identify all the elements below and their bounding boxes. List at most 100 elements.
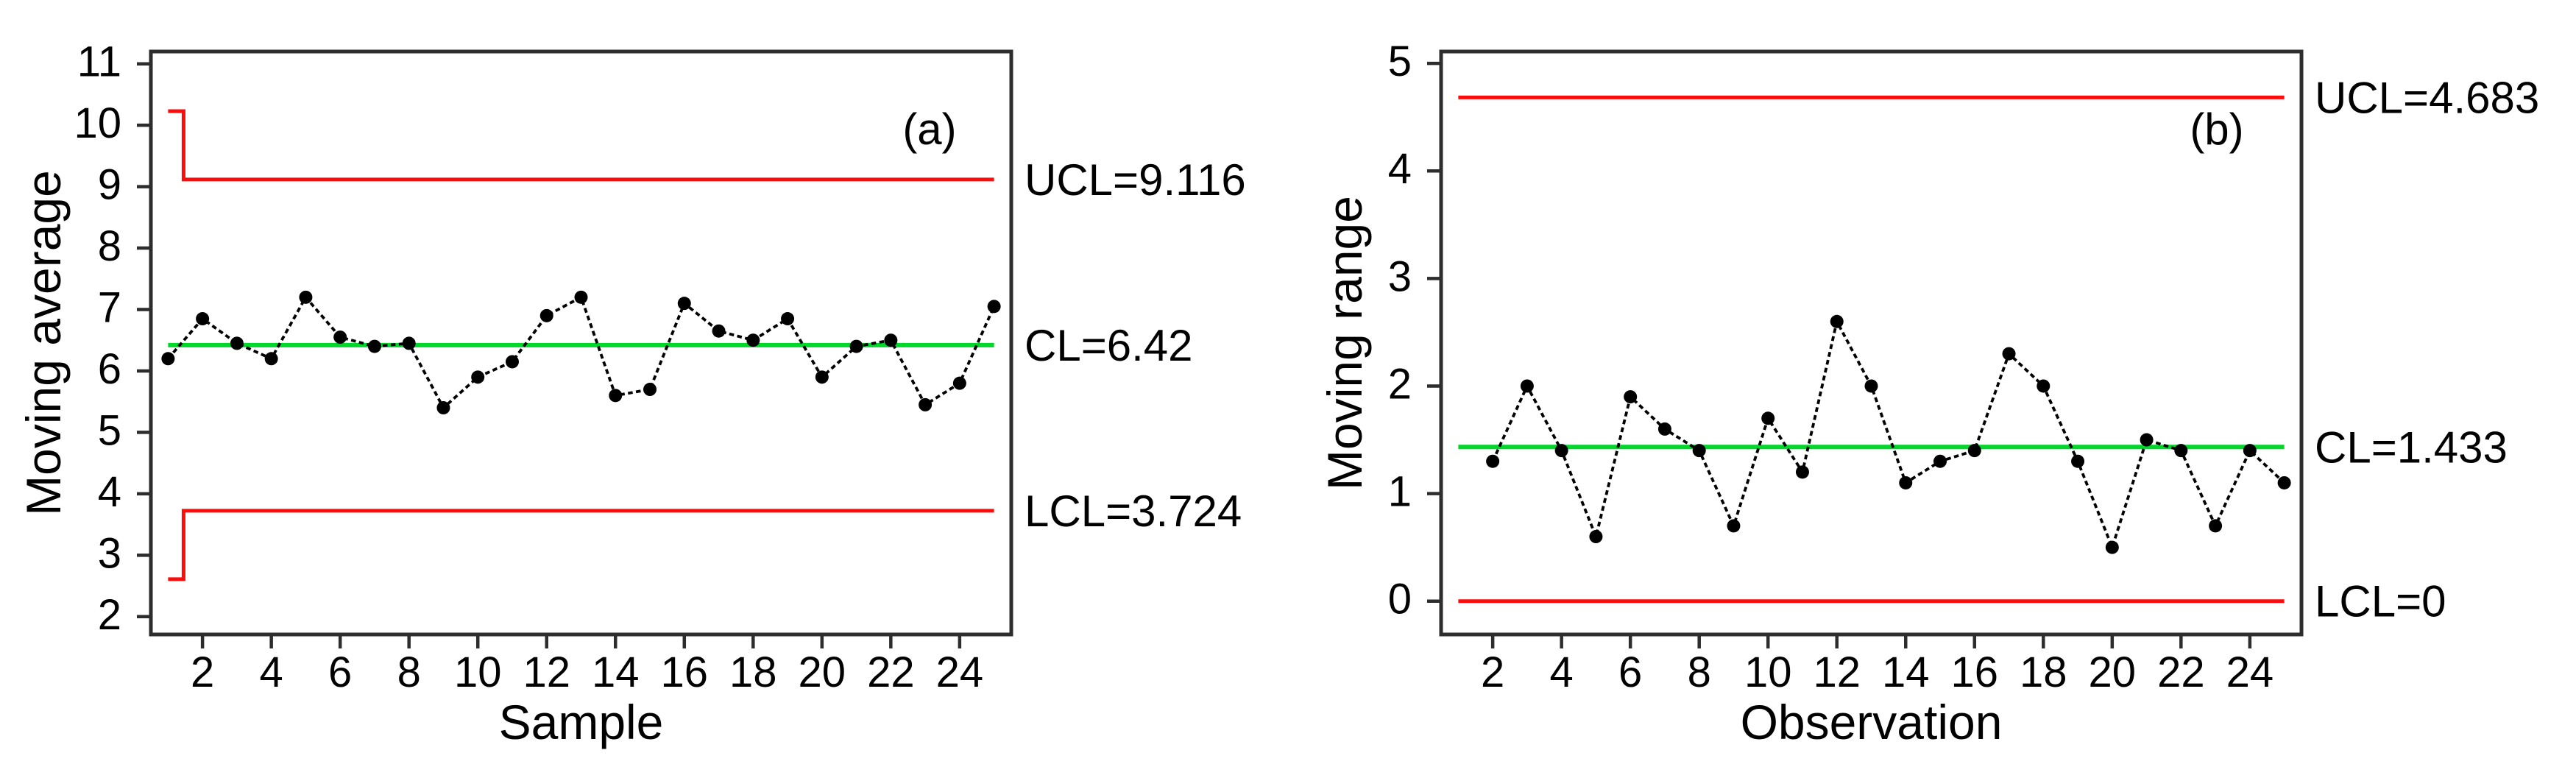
x-tick-label: 8 [1688, 648, 1711, 696]
data-point [781, 312, 795, 326]
cl-label: CL=1.433 [2315, 422, 2508, 472]
y-tick-label: 7 [98, 284, 121, 332]
data-point [367, 339, 381, 353]
data-point [987, 300, 1001, 314]
data-point [1589, 530, 1603, 544]
x-tick-label: 12 [523, 648, 570, 696]
lcl-line [168, 509, 994, 581]
y-axis-title: Moving average [16, 170, 71, 516]
x-tick-label: 22 [867, 648, 915, 696]
y-tick-label: 4 [98, 468, 121, 516]
data-point [196, 312, 210, 326]
data-point [643, 383, 657, 397]
y-tick-label: 4 [1388, 145, 1412, 193]
y-tick-label: 2 [1388, 360, 1412, 408]
data-point [884, 333, 898, 347]
x-tick-label: 16 [1951, 648, 1999, 696]
x-tick-label: 20 [2089, 648, 2137, 696]
data-series-line [1491, 317, 2285, 552]
data-point [333, 330, 347, 344]
ucl-line [168, 109, 994, 182]
data-series-line [166, 294, 996, 411]
data-point [402, 336, 416, 350]
y-tick-label: 1 [1388, 468, 1412, 516]
x-axis-title: Observation [1741, 695, 2003, 749]
x-tick-label: 16 [661, 648, 709, 696]
data-point [230, 336, 244, 350]
y-tick-label: 11 [77, 38, 121, 86]
y-axis-title: Moving range [1317, 196, 1372, 490]
x-tick-label: 14 [1882, 648, 1930, 696]
data-point [299, 290, 313, 304]
y-tick-label: 8 [98, 222, 121, 270]
chart-panel-b: 2 4 6 8 10 12 14 16 18 20 22 24012345ObservationMov… [1317, 38, 2539, 749]
y-tick-label: 2 [98, 591, 121, 639]
data-point [161, 352, 175, 366]
data-point [2105, 540, 2119, 554]
x-tick-label: 2 [191, 648, 214, 696]
data-point [2037, 379, 2050, 393]
data-point [2140, 433, 2154, 447]
data-point [505, 355, 519, 369]
cl-label: CL=6.42 [1025, 321, 1193, 370]
data-point [1864, 379, 1878, 393]
y-tick-label: 5 [98, 406, 121, 454]
data-point [746, 333, 760, 347]
data-point [1486, 454, 1500, 468]
data-point [574, 290, 588, 304]
lcl-label: LCL=0 [2315, 577, 2446, 626]
data-point [2277, 475, 2291, 489]
x-tick-label: 18 [729, 648, 777, 696]
y-tick-label: 6 [98, 345, 121, 393]
x-axis-title: Sample [499, 695, 664, 749]
x-tick-label: 12 [1813, 648, 1861, 696]
x-tick-label: 8 [397, 648, 421, 696]
data-point [849, 339, 863, 353]
x-tick-label: 4 [1550, 648, 1574, 696]
data-point [2243, 444, 2257, 458]
x-tick-label: 10 [1744, 648, 1792, 696]
y-tick-label: 10 [74, 99, 121, 147]
data-point [2174, 444, 2188, 458]
panel-label: (a) [902, 105, 956, 154]
data-point [712, 324, 726, 338]
chart-panel-a: 2 4 6 8 10 12 14 16 18 20 22 24234567891011SampleMo… [16, 38, 1246, 749]
y-tick-label: 0 [1388, 576, 1412, 623]
ucl-label: UCL=9.116 [1025, 155, 1246, 205]
data-point [2209, 519, 2223, 533]
y-tick-label: 5 [1388, 38, 1412, 85]
data-point [1795, 465, 1809, 479]
data-point [1520, 379, 1534, 393]
x-tick-label: 2 [1481, 648, 1504, 696]
data-point [1761, 411, 1775, 425]
ucl-label: UCL=4.683 [2315, 73, 2539, 122]
y-tick-label: 9 [98, 161, 121, 209]
data-point [1899, 475, 1913, 489]
x-tick-label: 24 [2226, 648, 2274, 696]
data-point [1830, 314, 1844, 328]
data-point [1554, 444, 1568, 458]
data-point [2071, 454, 2085, 468]
x-tick-label: 10 [454, 648, 502, 696]
data-point [677, 297, 691, 311]
data-point [539, 308, 553, 322]
panel-label: (b) [2190, 105, 2243, 154]
data-point [436, 401, 450, 415]
data-point [264, 352, 278, 366]
y-tick-label: 3 [98, 529, 121, 577]
lcl-label: LCL=3.724 [1025, 487, 1242, 536]
data-point [471, 370, 485, 384]
x-tick-label: 20 [799, 648, 846, 696]
x-tick-label: 6 [328, 648, 352, 696]
plot-frame [1439, 49, 2304, 637]
data-point [1933, 454, 1947, 468]
y-tick-label: 3 [1388, 252, 1412, 300]
plot-frame [149, 49, 1013, 637]
data-point [1657, 422, 1671, 436]
data-point [1692, 444, 1706, 458]
x-tick-label: 18 [2020, 648, 2067, 696]
data-point [1624, 390, 1638, 404]
data-point [609, 389, 623, 403]
